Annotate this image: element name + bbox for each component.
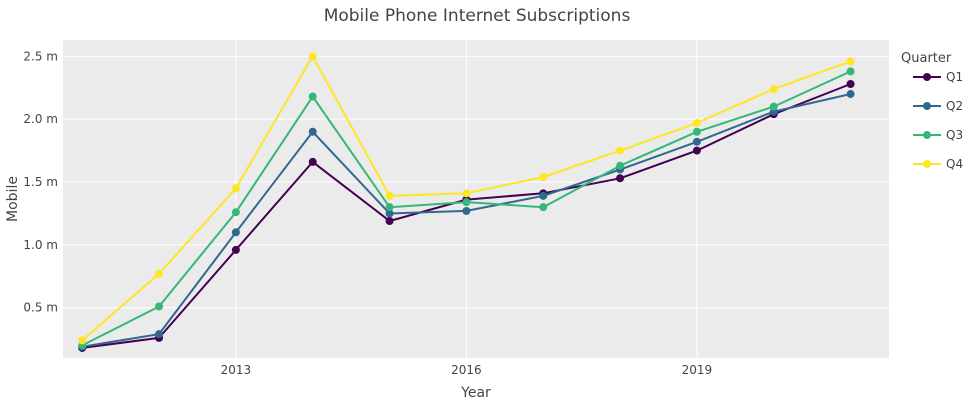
data-point <box>539 203 548 212</box>
legend-swatch-marker <box>923 160 931 168</box>
y-tick-label: 2.0 m <box>23 112 58 126</box>
data-point <box>155 302 164 311</box>
chart-title: Mobile Phone Internet Subscriptions <box>324 6 631 26</box>
grid <box>63 40 889 358</box>
x-tick-label: 2013 <box>221 363 252 377</box>
data-point <box>231 208 240 217</box>
x-tick-label: 2019 <box>682 363 713 377</box>
y-tick-label: 0.5 m <box>23 301 58 315</box>
data-point <box>769 102 778 111</box>
y-tick-label: 1.5 m <box>23 175 58 189</box>
data-point <box>155 269 164 278</box>
data-point <box>231 184 240 193</box>
data-point <box>539 173 548 182</box>
legend-label: Q2 <box>946 99 963 113</box>
series-q3 <box>78 67 855 350</box>
data-point <box>308 157 317 166</box>
data-point <box>385 203 394 212</box>
data-point <box>308 52 317 61</box>
data-point <box>616 146 625 155</box>
legend-item-q2[interactable]: Q2 <box>913 99 963 113</box>
data-point <box>846 79 855 88</box>
x-tick-label: 2016 <box>451 363 482 377</box>
legend: Quarter Q1 Q2 Q3 Q4 <box>901 51 963 171</box>
data-point <box>692 127 701 136</box>
series-q4 <box>78 52 855 345</box>
y-axis-title: Mobile <box>5 176 21 222</box>
data-point <box>692 146 701 155</box>
y-tick-label: 1.0 m <box>23 238 58 252</box>
data-point <box>462 206 471 215</box>
data-point <box>308 127 317 136</box>
data-point <box>155 330 164 339</box>
data-point <box>231 245 240 254</box>
data-point <box>231 228 240 237</box>
data-point <box>616 161 625 170</box>
legend-swatch-marker <box>923 73 931 81</box>
data-point <box>462 189 471 198</box>
data-point <box>846 90 855 99</box>
legend-item-q3[interactable]: Q3 <box>913 128 963 142</box>
data-point <box>769 85 778 94</box>
y-tick-label: 2.5 m <box>23 49 58 63</box>
data-point <box>462 198 471 207</box>
data-point <box>616 174 625 183</box>
data-point <box>692 118 701 127</box>
series-layer <box>78 52 855 352</box>
legend-label: Q1 <box>946 70 963 84</box>
data-point <box>385 209 394 218</box>
data-point <box>78 336 87 345</box>
legend-label: Q4 <box>946 157 963 171</box>
legend-item-q1[interactable]: Q1 <box>913 70 963 84</box>
data-point <box>846 57 855 66</box>
data-point <box>385 216 394 225</box>
legend-swatch-marker <box>923 131 931 139</box>
data-point <box>539 191 548 200</box>
legend-title: Quarter <box>901 51 952 66</box>
data-point <box>308 92 317 101</box>
data-point <box>385 191 394 200</box>
x-axis-title: Year <box>460 385 491 400</box>
legend-swatch-marker <box>923 102 931 110</box>
axis-ticks: 0.5 m 1.0 m 1.5 m 2.0 m 2.5 m 2013 2016 2019 <box>23 49 712 377</box>
data-point <box>692 137 701 146</box>
data-point <box>846 67 855 76</box>
legend-item-q4[interactable]: Q4 <box>913 157 963 171</box>
legend-label: Q3 <box>946 128 963 142</box>
